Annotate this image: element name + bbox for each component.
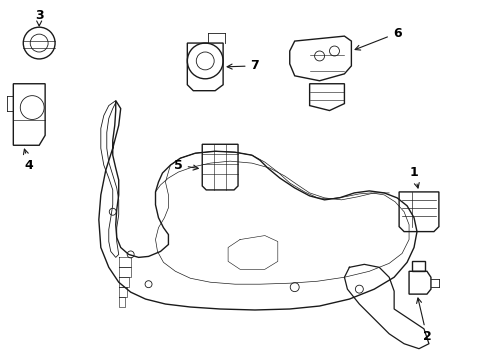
Text: 6: 6: [354, 27, 401, 50]
Text: 1: 1: [409, 166, 418, 188]
Text: 4: 4: [23, 149, 34, 172]
Text: 3: 3: [35, 9, 43, 26]
Text: 2: 2: [416, 298, 430, 343]
Text: 5: 5: [174, 159, 198, 172]
Text: 7: 7: [226, 59, 259, 72]
